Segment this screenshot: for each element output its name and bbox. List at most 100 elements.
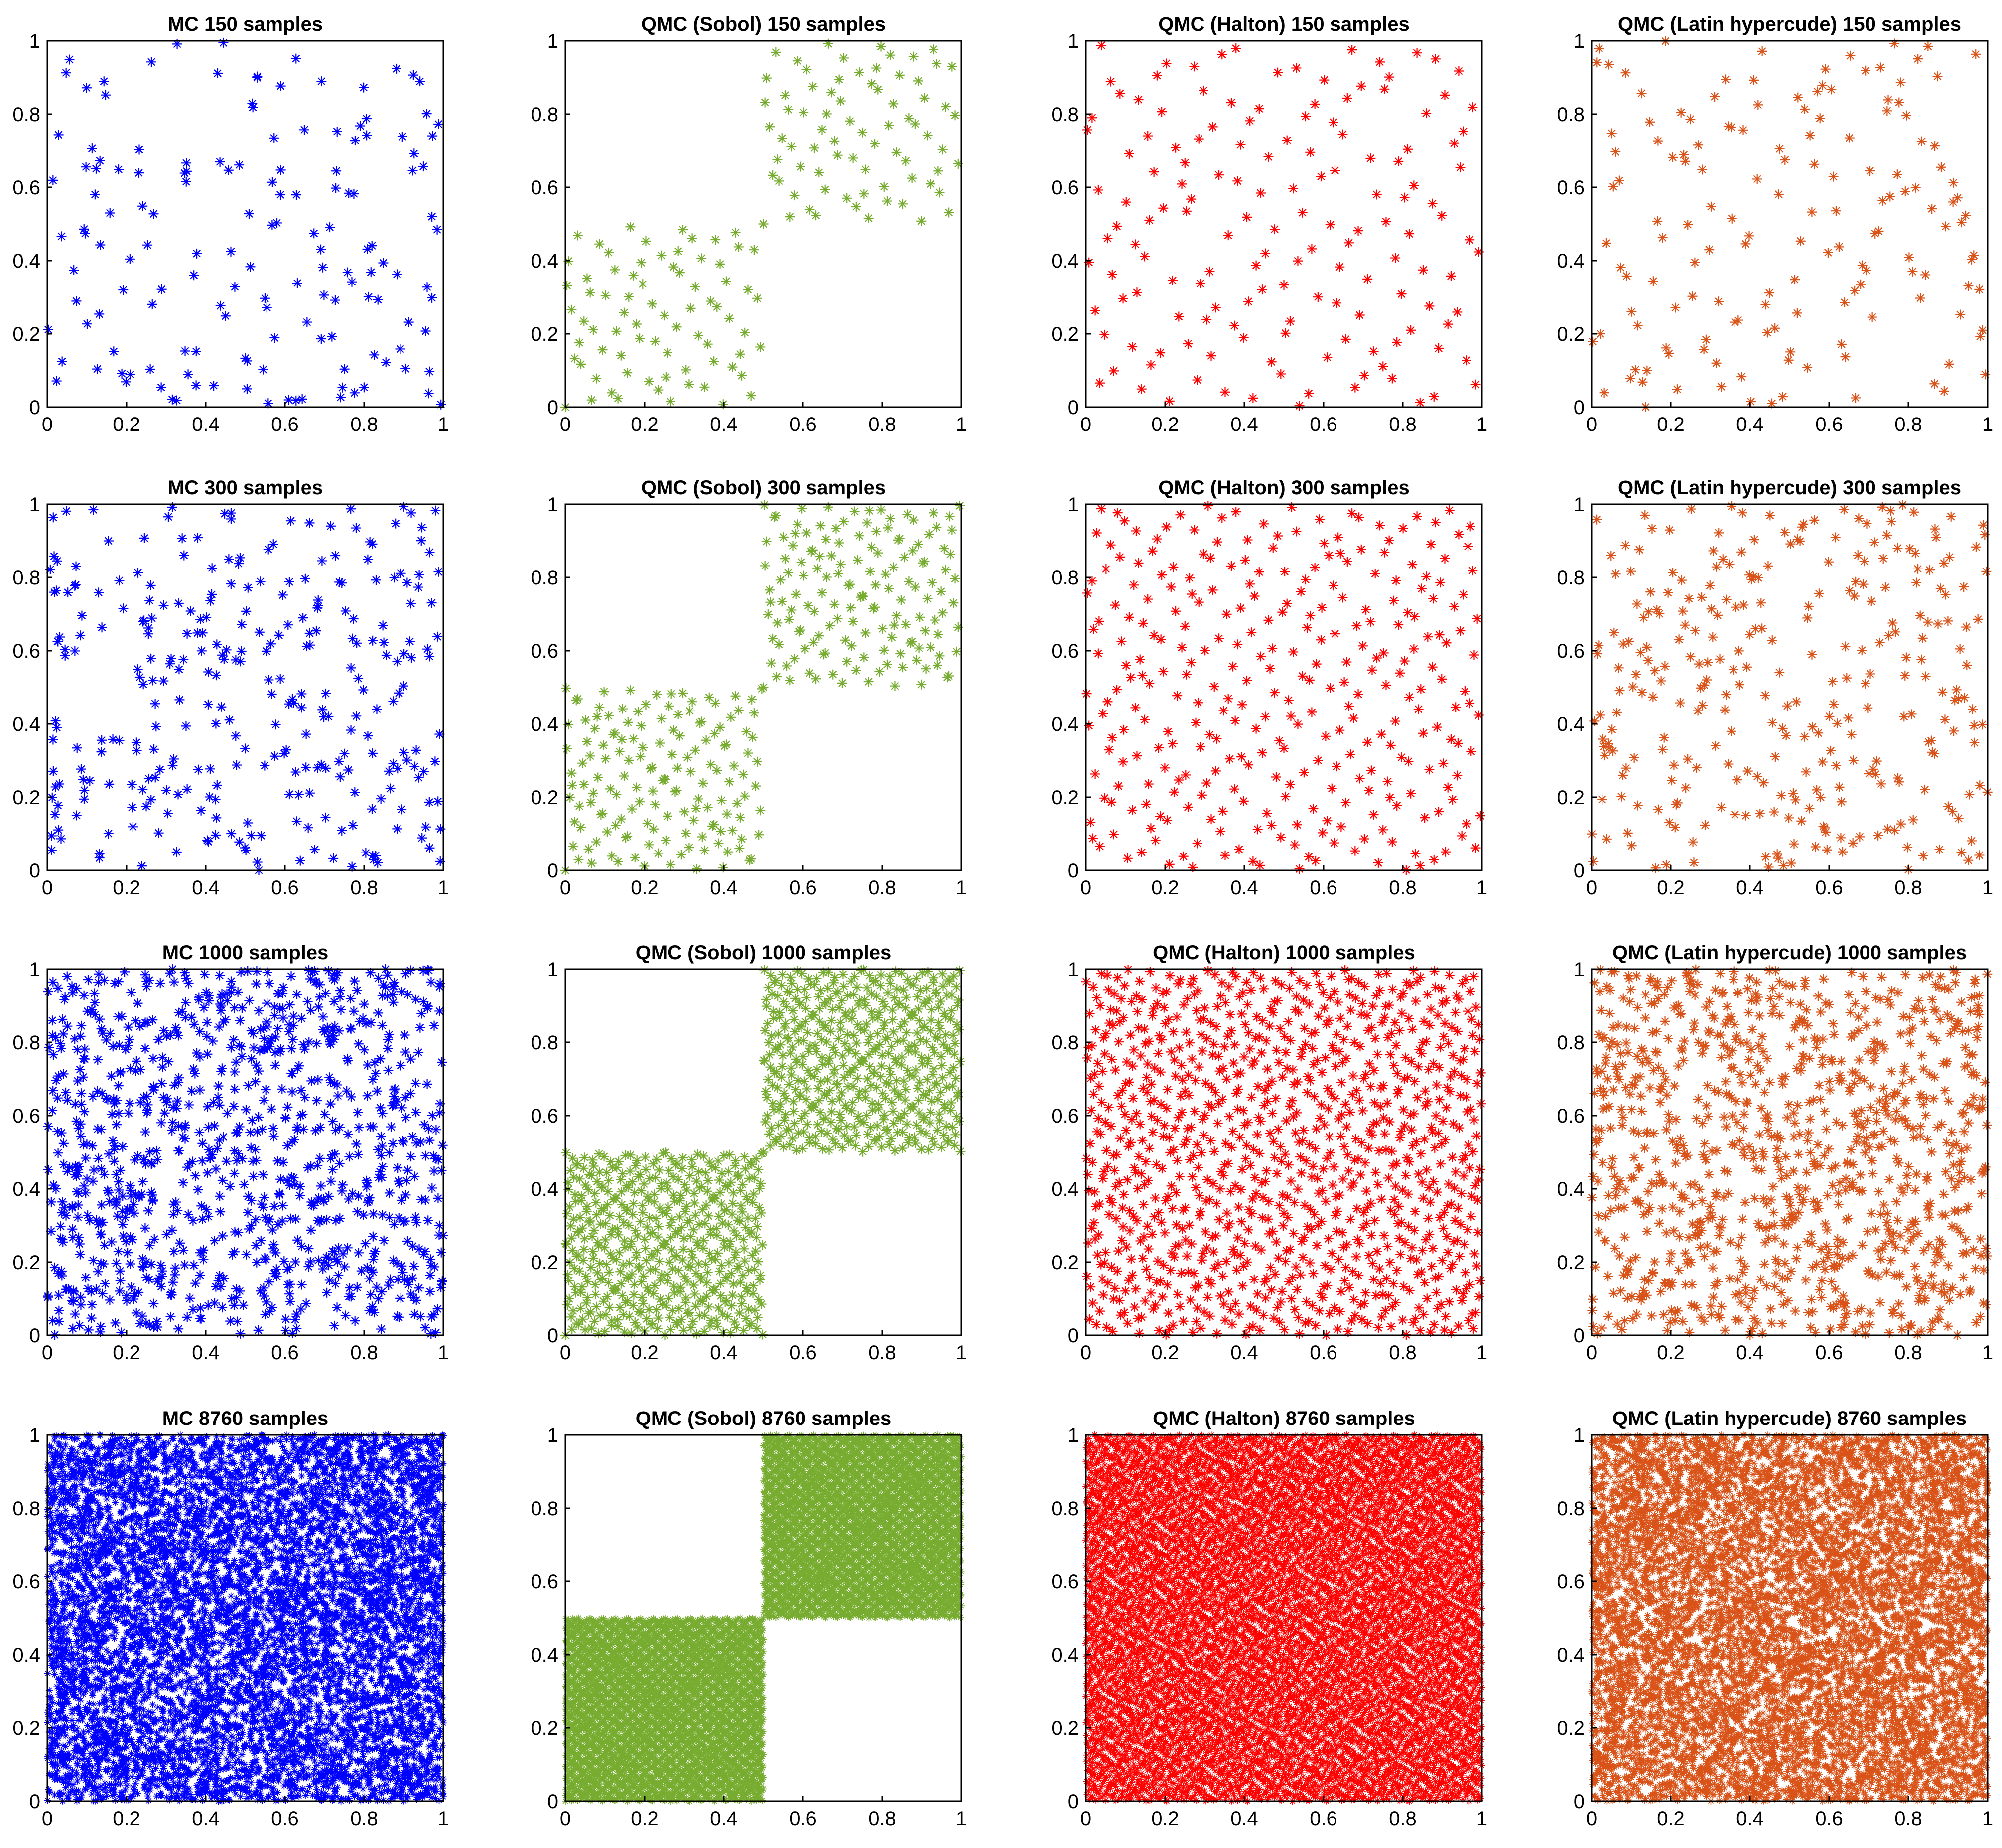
- data-point: [272, 218, 282, 228]
- data-point: [148, 209, 159, 219]
- data-point: [367, 241, 377, 251]
- data-point: [244, 209, 254, 219]
- data-point: [218, 37, 229, 48]
- data-point: [80, 228, 91, 239]
- data-point: [252, 71, 263, 82]
- data-point: [403, 317, 414, 327]
- data-point: [247, 98, 258, 109]
- data-point: [114, 164, 124, 175]
- data-point: [79, 224, 89, 234]
- data-point: [95, 240, 106, 250]
- data-point: [220, 311, 231, 321]
- data-point: [125, 369, 135, 380]
- data-point: [146, 57, 156, 67]
- data-point: [275, 81, 286, 91]
- data-point: [309, 228, 319, 239]
- data-point: [420, 326, 431, 336]
- data-point: [81, 162, 91, 172]
- x-tick-label: 0.2: [113, 414, 140, 435]
- x-tick-label: 0.4: [192, 414, 220, 435]
- data-point: [427, 292, 437, 303]
- data-point: [189, 270, 199, 281]
- data-point: [230, 282, 240, 292]
- data-point: [240, 353, 251, 363]
- data-point: [349, 189, 359, 199]
- x-tick-label: 0: [42, 414, 53, 435]
- data-point: [330, 295, 340, 305]
- data-point: [373, 294, 383, 305]
- data-point: [349, 388, 360, 398]
- data-point: [362, 244, 373, 255]
- data-point: [378, 258, 389, 268]
- data-point: [331, 183, 341, 193]
- data-point: [101, 90, 111, 100]
- data-point: [397, 131, 407, 142]
- data-point: [316, 76, 327, 87]
- data-point: [171, 395, 182, 406]
- data-point: [395, 344, 405, 354]
- data-point: [262, 302, 272, 313]
- data-point: [91, 163, 101, 174]
- data-point: [51, 376, 62, 386]
- data-point: [121, 377, 131, 387]
- data-point: [392, 63, 402, 74]
- data-point: [156, 382, 166, 393]
- x-tick-label: 0.6: [271, 414, 299, 435]
- data-point: [180, 346, 190, 356]
- data-point: [424, 366, 435, 377]
- data-point: [427, 211, 437, 222]
- data-point: [125, 254, 135, 264]
- data-point: [283, 395, 294, 405]
- data-point: [95, 155, 105, 166]
- data-point: [292, 278, 302, 288]
- data-point: [209, 380, 219, 391]
- data-point: [137, 201, 148, 211]
- data-point: [234, 160, 245, 170]
- data-point: [291, 53, 301, 64]
- data-point: [181, 176, 191, 187]
- scatter-markers: [43, 37, 446, 410]
- data-point: [316, 334, 326, 344]
- data-point: [422, 282, 432, 292]
- data-point: [319, 290, 329, 300]
- data-point: [342, 267, 353, 278]
- data-point: [56, 231, 67, 242]
- data-point: [147, 299, 157, 309]
- data-point: [327, 331, 337, 342]
- data-point: [99, 76, 109, 87]
- data-point: [325, 222, 335, 233]
- data-point: [433, 119, 444, 129]
- data-point: [427, 131, 438, 141]
- data-point: [302, 317, 312, 327]
- data-point: [245, 262, 256, 272]
- data-point: [263, 398, 273, 409]
- data-point: [90, 189, 100, 200]
- data-point: [48, 175, 58, 185]
- data-point: [145, 364, 155, 374]
- data-point: [381, 357, 391, 368]
- data-point: [87, 143, 97, 154]
- data-point: [436, 399, 446, 410]
- data-point: [331, 166, 342, 176]
- data-point: [423, 388, 434, 399]
- data-point: [258, 364, 268, 375]
- data-point: [61, 68, 71, 78]
- data-point: [172, 39, 182, 49]
- data-point: [53, 130, 64, 140]
- data-point: [418, 161, 428, 172]
- data-point: [226, 246, 236, 257]
- data-point: [400, 363, 411, 374]
- data-point: [275, 165, 286, 175]
- data-point: [363, 291, 374, 302]
- data-point: [94, 309, 105, 319]
- data-point: [366, 267, 376, 278]
- data-point: [350, 136, 360, 146]
- x-tick-label: 1: [438, 414, 449, 435]
- data-point: [248, 102, 258, 113]
- data-point: [332, 126, 342, 137]
- data-point: [275, 189, 286, 200]
- data-point: [369, 350, 380, 360]
- data-point: [269, 133, 279, 143]
- data-point: [339, 364, 350, 374]
